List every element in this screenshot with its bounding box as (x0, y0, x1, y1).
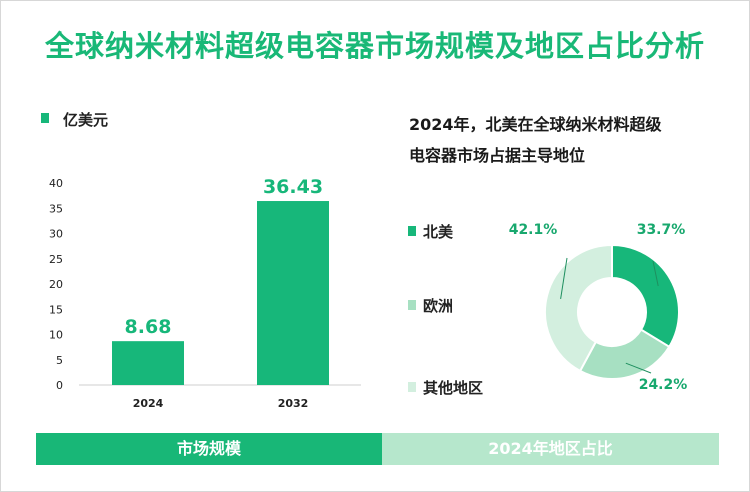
bar-series: 8.68 2024 36.43 2032 (112, 176, 329, 410)
slice-percent-label: 24.2% (639, 377, 688, 393)
leader-line (560, 257, 568, 300)
leader-line (652, 260, 659, 287)
donut-labels: 33.7% 24.2% 42.1% (509, 222, 688, 393)
page-title: 全球纳米材料超级电容器市场规模及地区占比分析 (44, 29, 705, 63)
y-tick-label: 5 (56, 354, 63, 367)
y-tick-label: 25 (49, 253, 63, 266)
legend-swatch-eu (408, 300, 416, 310)
bar-2032 (257, 201, 329, 385)
pie-chart-title-line2: 电容器市场占据主导地位 (409, 146, 586, 165)
bar-chart: 0 5 10 15 20 25 30 35 40 8.68 2024 36.43 2032 (49, 176, 361, 410)
x-tick-label: 2032 (278, 397, 309, 410)
legend-swatch-other (408, 382, 416, 392)
unit-label: 亿美元 (63, 111, 109, 129)
y-tick-label: 40 (49, 177, 63, 190)
donut-slices (544, 243, 680, 380)
bar-2024 (112, 341, 184, 385)
leader-line (625, 362, 652, 374)
market-size-footer: 市场规模 (36, 433, 382, 465)
bar-value-label: 36.43 (263, 176, 323, 198)
y-tick-label: 20 (49, 278, 63, 291)
region-share-footer: 2024年地区占比 (382, 433, 719, 465)
legend-label-eu: 欧洲 (423, 297, 454, 315)
slice-north-america (611, 243, 680, 349)
legend-label-na: 北美 (423, 223, 454, 241)
y-tick-label: 35 (49, 202, 63, 215)
y-tick-label: 15 (49, 303, 63, 316)
slice-percent-label: 33.7% (637, 222, 686, 238)
y-tick-label: 30 (49, 228, 63, 241)
legend-label-other: 其他地区 (423, 379, 484, 397)
x-tick-label: 2024 (133, 397, 164, 410)
unit-legend-swatch (41, 113, 49, 123)
pie-chart-title: 2024年，北美在全球纳米材料超级 电容器市场占据主导地位 (409, 109, 729, 171)
y-tick-label: 0 (56, 379, 63, 392)
slice-percent-label: 42.1% (509, 222, 558, 238)
y-tick-label: 10 (49, 329, 63, 342)
donut-chart: 33.7% 24.2% 42.1% (509, 222, 688, 393)
pie-chart-title-line1: 2024年，北美在全球纳米材料超级 (409, 115, 662, 134)
legend-swatch-na (408, 226, 416, 236)
bar-y-axis: 0 5 10 15 20 25 30 35 40 (49, 177, 63, 392)
slice-other (544, 243, 613, 373)
bar-value-label: 8.68 (125, 316, 172, 338)
